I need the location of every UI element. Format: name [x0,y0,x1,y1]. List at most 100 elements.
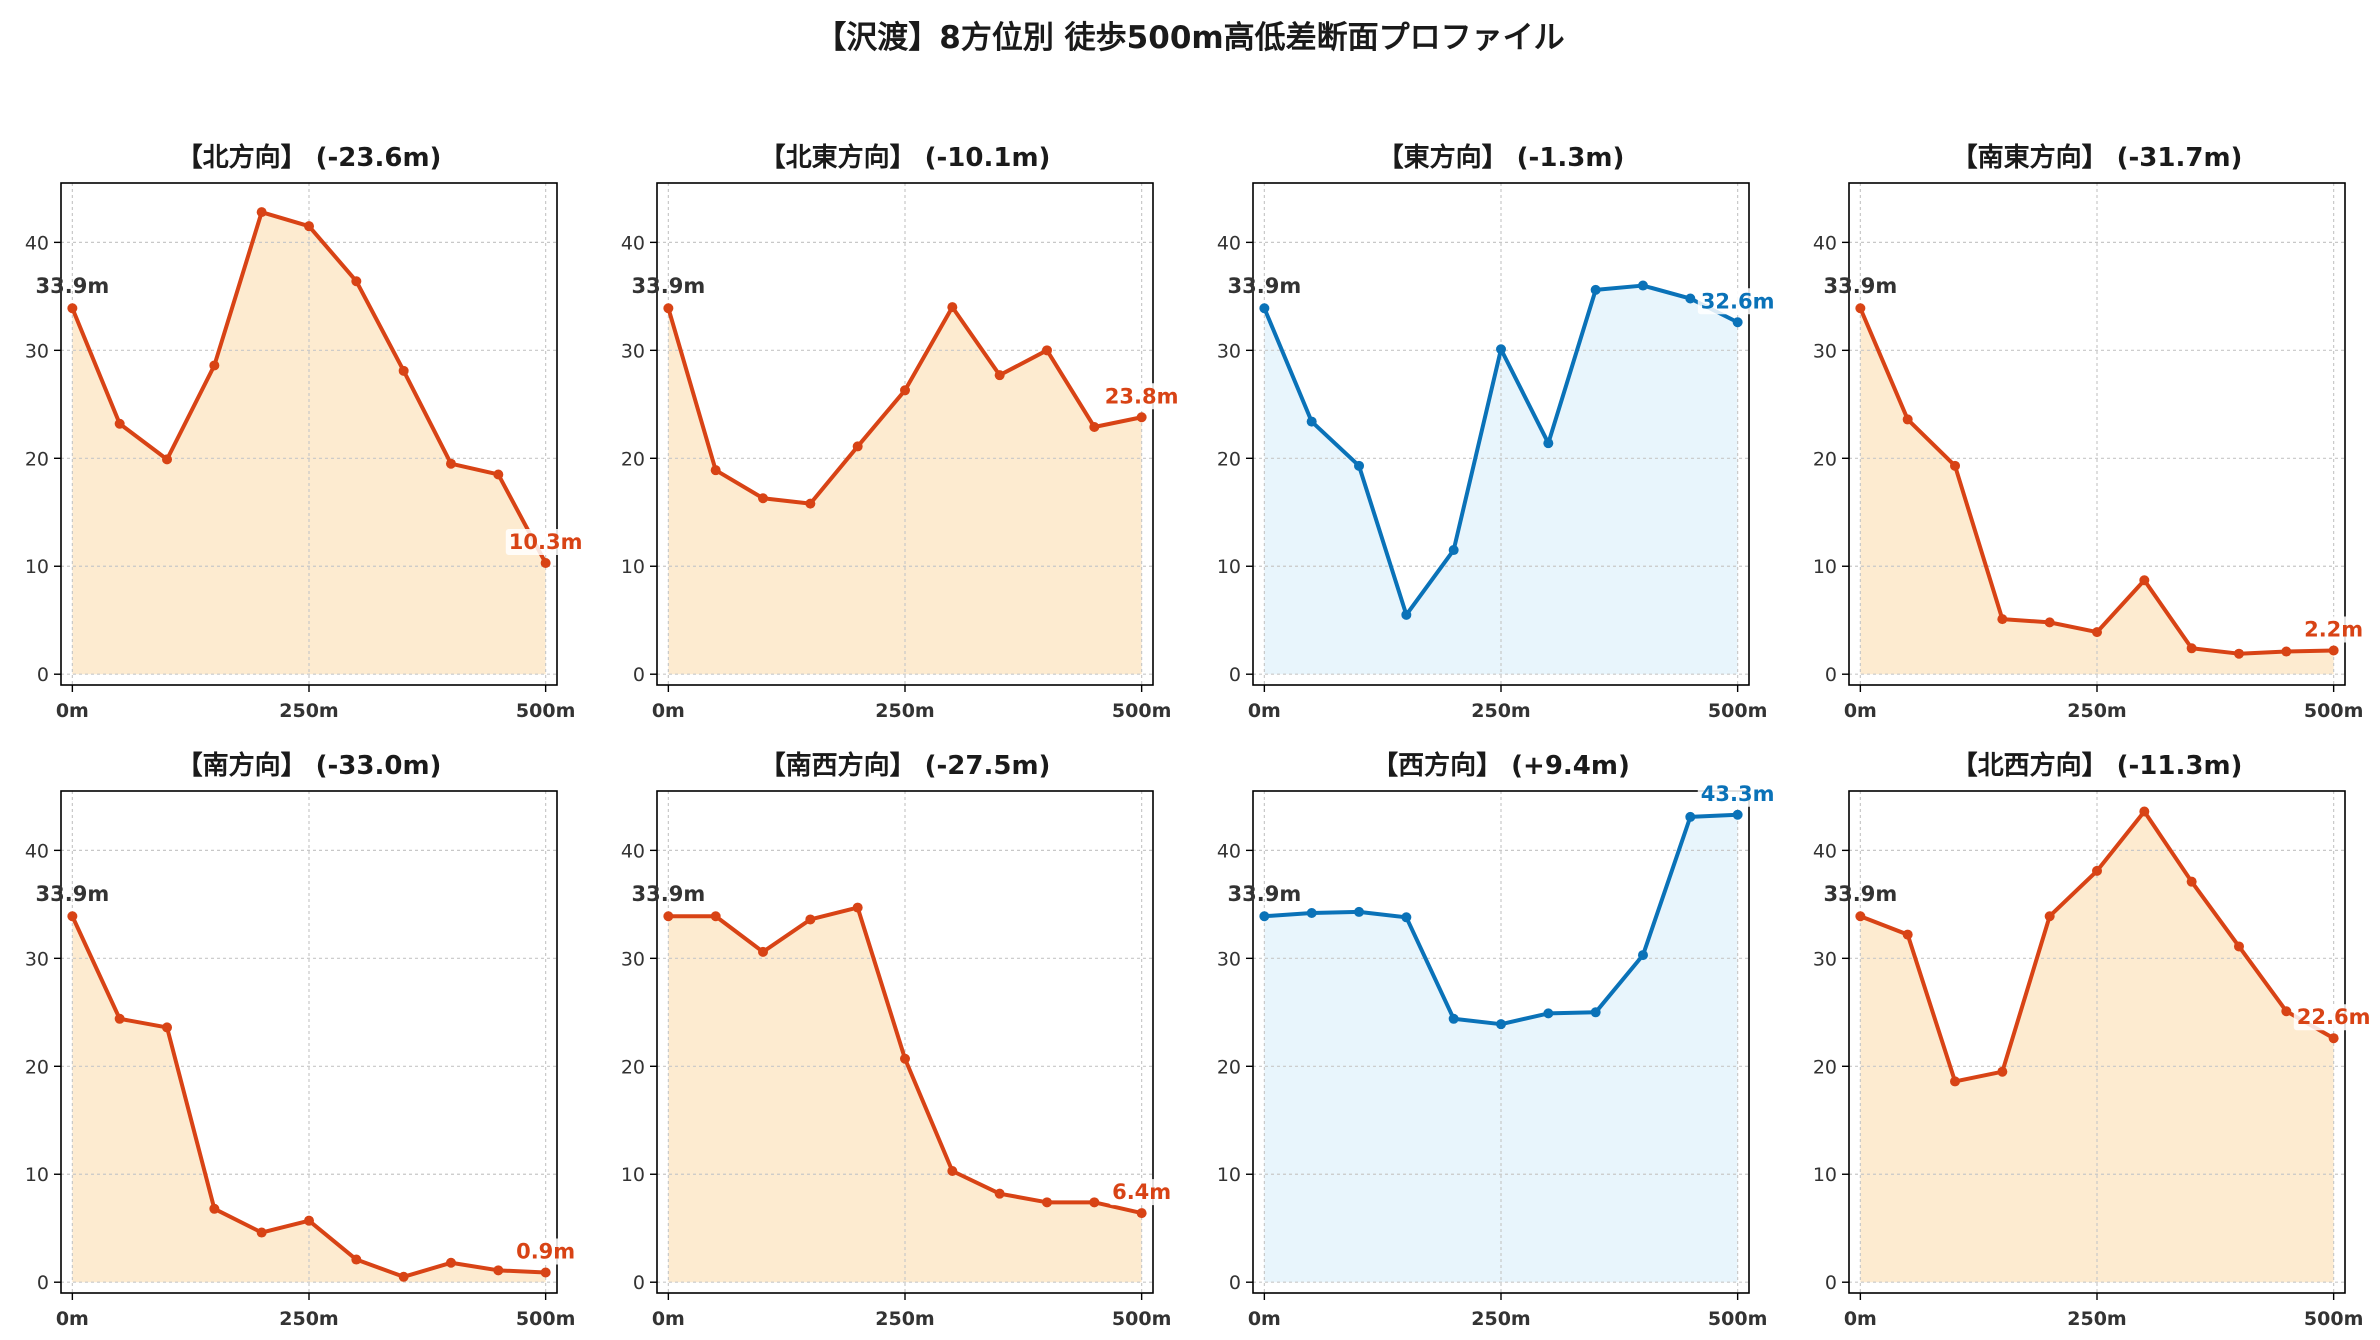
x-tick-label: 250m [875,1308,934,1330]
panel-title: 【東方向】 (-1.3m) [1378,142,1625,173]
data-point [351,1254,362,1265]
data-point [445,1257,456,1268]
data-point [710,465,721,476]
data-point [1496,344,1506,355]
data-point [900,1053,910,1064]
x-tick-label: 0m [1844,1308,1877,1330]
data-point [1590,284,1601,295]
y-tick-label: 30 [1813,948,1837,970]
data-point [2328,1033,2339,1044]
x-tick-label: 0m [56,1308,89,1330]
y-tick-label: 20 [1813,448,1837,470]
chart-panel: 0 10 20 30 40 0m 250m 500m 【北西方向】 (-11.3m) 33.9m 2… [1813,750,2374,1330]
y-tick-label: 0 [37,664,49,686]
panel-title: 【南西方向】 (-27.5m) [760,750,1051,781]
y-tick-label: 40 [1813,232,1837,254]
data-point [2281,1006,2292,1017]
data-point [162,454,173,465]
data-point [493,1265,504,1276]
data-point [1496,1019,1506,1030]
y-tick-label: 10 [621,556,645,578]
x-tick-label: 0m [56,700,89,722]
y-tick-label: 20 [1813,1056,1837,1078]
data-point [351,276,362,287]
x-tick-label: 250m [2067,1308,2126,1330]
data-point [1354,906,1365,917]
data-point [758,946,769,957]
data-point [1543,438,1554,449]
y-tick-label: 40 [621,232,645,254]
data-point [1259,303,1270,314]
data-point [1950,1076,1961,1087]
end-label-background [1697,780,1778,807]
x-tick-label: 250m [875,700,934,722]
data-point [2186,643,2197,654]
end-value-label: 43.3m [1701,782,1775,806]
start-value-label: 33.9m [632,274,706,298]
data-point [1448,545,1459,556]
data-point [1950,460,1961,471]
data-point [947,1166,958,1177]
data-point [209,1203,220,1214]
data-point [1354,460,1365,471]
data-point [1136,1208,1147,1219]
chart-panel: 0 10 20 30 40 0m 250m 500m 【南方向】 (-33.0m) 33.9m 0.… [25,750,579,1330]
data-point [114,1013,125,1024]
end-value-label: 6.4m [1112,1180,1171,1204]
data-point [2233,941,2244,952]
y-tick-label: 0 [37,1272,49,1294]
y-tick-label: 20 [1217,448,1241,470]
data-point [2186,876,2197,887]
figure-title: 【沢渡】8方位別 徒歩500m高低差断面プロファイル [815,20,1565,56]
y-tick-label: 30 [621,948,645,970]
x-tick-label: 500m [2304,1308,2363,1330]
y-tick-label: 30 [25,948,49,970]
data-point [2328,645,2339,656]
x-tick-label: 250m [1471,1308,1530,1330]
x-tick-label: 0m [652,1308,685,1330]
area-fill [1860,308,2334,675]
y-tick-label: 0 [633,664,645,686]
y-tick-label: 30 [1813,340,1837,362]
x-tick-label: 500m [1708,1308,1767,1330]
y-tick-label: 30 [621,340,645,362]
y-tick-label: 10 [1217,556,1241,578]
data-point [1306,416,1317,427]
y-tick-label: 40 [25,232,49,254]
data-point [398,1271,409,1282]
y-tick-label: 20 [25,448,49,470]
data-point [114,418,125,429]
end-label-background [513,1238,579,1265]
data-point [1089,1197,1100,1208]
data-point [1089,421,1100,432]
data-point [994,370,1005,381]
chart-panel: 0 10 20 30 40 0m 250m 500m 【西方向】 (+9.4m) 33.9m 43.… [1217,750,1778,1330]
data-point [947,302,958,313]
data-point [1543,1008,1554,1019]
x-tick-label: 500m [1708,700,1767,722]
data-point [2092,865,2102,876]
data-point [162,1022,173,1033]
data-point [2139,575,2150,586]
start-value-label: 33.9m [36,882,110,906]
data-point [710,911,721,922]
area-fill [1860,811,2334,1283]
area-fill [668,907,1142,1283]
panel-title: 【南東方向】 (-31.7m) [1952,142,2243,173]
data-point [1136,412,1147,423]
panel-title: 【北東方向】 (-10.1m) [760,142,1051,173]
data-point [805,914,816,925]
panel-title: 【北方向】 (-23.6m) [177,142,442,173]
data-point [1685,293,1696,304]
x-tick-label: 500m [1112,1308,1171,1330]
x-tick-label: 250m [279,1308,338,1330]
y-tick-label: 10 [25,1164,49,1186]
end-label-background [505,529,586,556]
data-point [805,498,816,509]
data-point [663,911,674,922]
end-value-label: 0.9m [516,1239,575,1263]
data-point [540,558,551,569]
x-tick-label: 0m [652,700,685,722]
y-tick-label: 0 [1229,1272,1241,1294]
